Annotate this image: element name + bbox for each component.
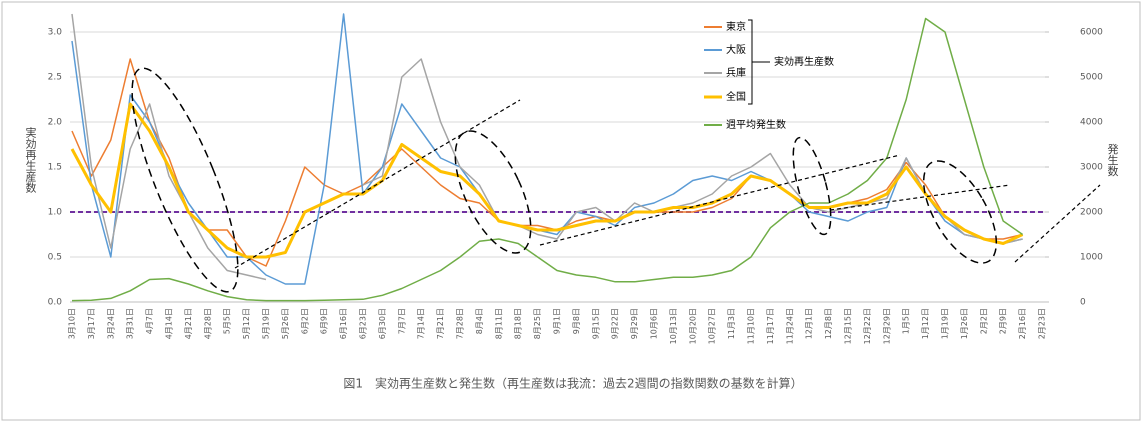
x-tick-label: 12月15日 [844,308,853,344]
series-line [70,102,1024,259]
legend-label: 全国 [726,90,746,103]
caption: 図1 実効再生産数と発生数（再生産数は我流：過去2週間の指数関数の基数を計算） [343,376,802,391]
legend-bracket [748,19,770,105]
legend-label: 東京 [726,20,746,33]
y-tick-label: 0.5 [48,253,62,263]
y2-axis-label: 発生数 [1106,142,1119,177]
x-tick-label: 5月5日 [223,308,232,334]
x-tick-label: 11月3日 [727,308,736,339]
x-tick-label: 12月22日 [863,308,872,344]
series-line [71,13,1023,281]
x-tick-label: 10月6日 [650,308,659,339]
y2-tick-label: 0 [1080,298,1086,308]
x-tick-label: 4月28日 [203,308,212,339]
y2-tick-label: 1000 [1080,253,1103,263]
x-tick-label: 9月1日 [553,308,562,334]
y2-tick-label: 4000 [1080,118,1103,128]
frame [1,1,1141,421]
x-tick-label: 3月10日 [68,308,77,339]
x-tick-label: 1月19日 [941,308,950,339]
x-tick-label: 7月28日 [456,308,465,339]
x-tick-label: 12月8日 [824,308,833,339]
x-tick-label: 6月16日 [339,308,348,339]
plot [70,13,1045,303]
annotations [131,67,1101,293]
y2-tick-label: 5000 [1080,73,1103,83]
x-tick-label: 7月21日 [436,308,445,339]
x-tick-label: 8月4日 [475,308,484,334]
trend-line [1014,184,1101,263]
ellipse [922,160,998,264]
x-tick-label: 2月2日 [979,308,988,334]
y-tick-label: 3.0 [48,28,63,38]
x-tick-label: 10月20日 [688,308,697,344]
trend-line [829,184,1011,211]
x-tick-label: 1月26日 [960,308,969,339]
x-tick-label: 12月1日 [805,308,814,339]
x-tick-label: 10月27日 [708,308,717,344]
y2-tick-label: 2000 [1080,208,1103,218]
legend-label: 週平均発生数 [726,118,786,131]
x-tick-label: 9月8日 [572,308,581,334]
x-tick-label: 4月7日 [145,308,154,334]
x-tick-label: 4月14日 [165,308,174,339]
series-line [71,58,1023,267]
y2-tick-label: 6000 [1080,28,1103,38]
y-axis-label: 実効再生産数 [24,126,37,194]
x-tick-label: 7月14日 [417,308,426,339]
y-tick-label: 2.5 [48,73,62,83]
x-tick-label: 9月15日 [591,308,600,339]
x-tick-label: 8月25日 [533,308,542,339]
x-tick-label: 4月21日 [184,308,193,339]
legend-label: 大阪 [726,43,746,56]
x-tick-label: 11月10日 [747,308,756,344]
x-tick-label: 3月17日 [87,308,96,339]
y2-tick-label: 3000 [1080,163,1103,173]
y-tick-label: 0.0 [48,298,63,308]
x-tick-label: 3月31日 [126,308,135,339]
x-tick-label: 6月23日 [359,308,368,339]
legend-label: 兵庫 [726,66,746,79]
x-tick-label: 11月24日 [785,308,794,344]
x-tick-label: 6月30日 [378,308,387,339]
trend-line [539,154,901,246]
x-tick-label: 9月29日 [630,308,639,339]
ellipse [131,67,239,293]
ellipse [454,130,532,254]
x-tick-label: 11月17日 [766,308,775,344]
x-tick-label: 12月29日 [882,308,891,344]
x-tick-label: 1月12日 [921,308,930,339]
x-tick-label: 5月19日 [262,308,271,339]
x-tick-label: 3月24日 [106,308,115,339]
trend-line [234,99,521,269]
series-line [71,17,1024,302]
x-tick-label: 7月7日 [397,308,406,334]
y-tick-label: 2.0 [48,118,63,128]
x-tick-label: 5月12日 [242,308,251,339]
ellipse [792,136,832,236]
x-tick-label: 9月22日 [611,308,620,339]
x-tick-label: 8月18日 [514,308,523,339]
x-tick-label: 8月11日 [494,308,503,339]
x-tick-label: 10月13日 [669,308,678,344]
x-tick-label: 2月16日 [1018,308,1027,339]
legend-group-label: 実効再生産数 [774,55,834,68]
x-tick-label: 2月23日 [1038,308,1047,339]
x-tick-label: 5月26日 [281,308,290,339]
x-tick-label: 1月5日 [902,308,911,334]
x-tick-label: 6月2日 [300,308,309,334]
y-tick-label: 1.0 [48,208,63,218]
x-tick-label: 6月9日 [320,308,329,334]
series-line [71,13,1023,285]
y-tick-label: 1.5 [48,163,62,173]
x-tick-label: 2月9日 [999,308,1008,334]
